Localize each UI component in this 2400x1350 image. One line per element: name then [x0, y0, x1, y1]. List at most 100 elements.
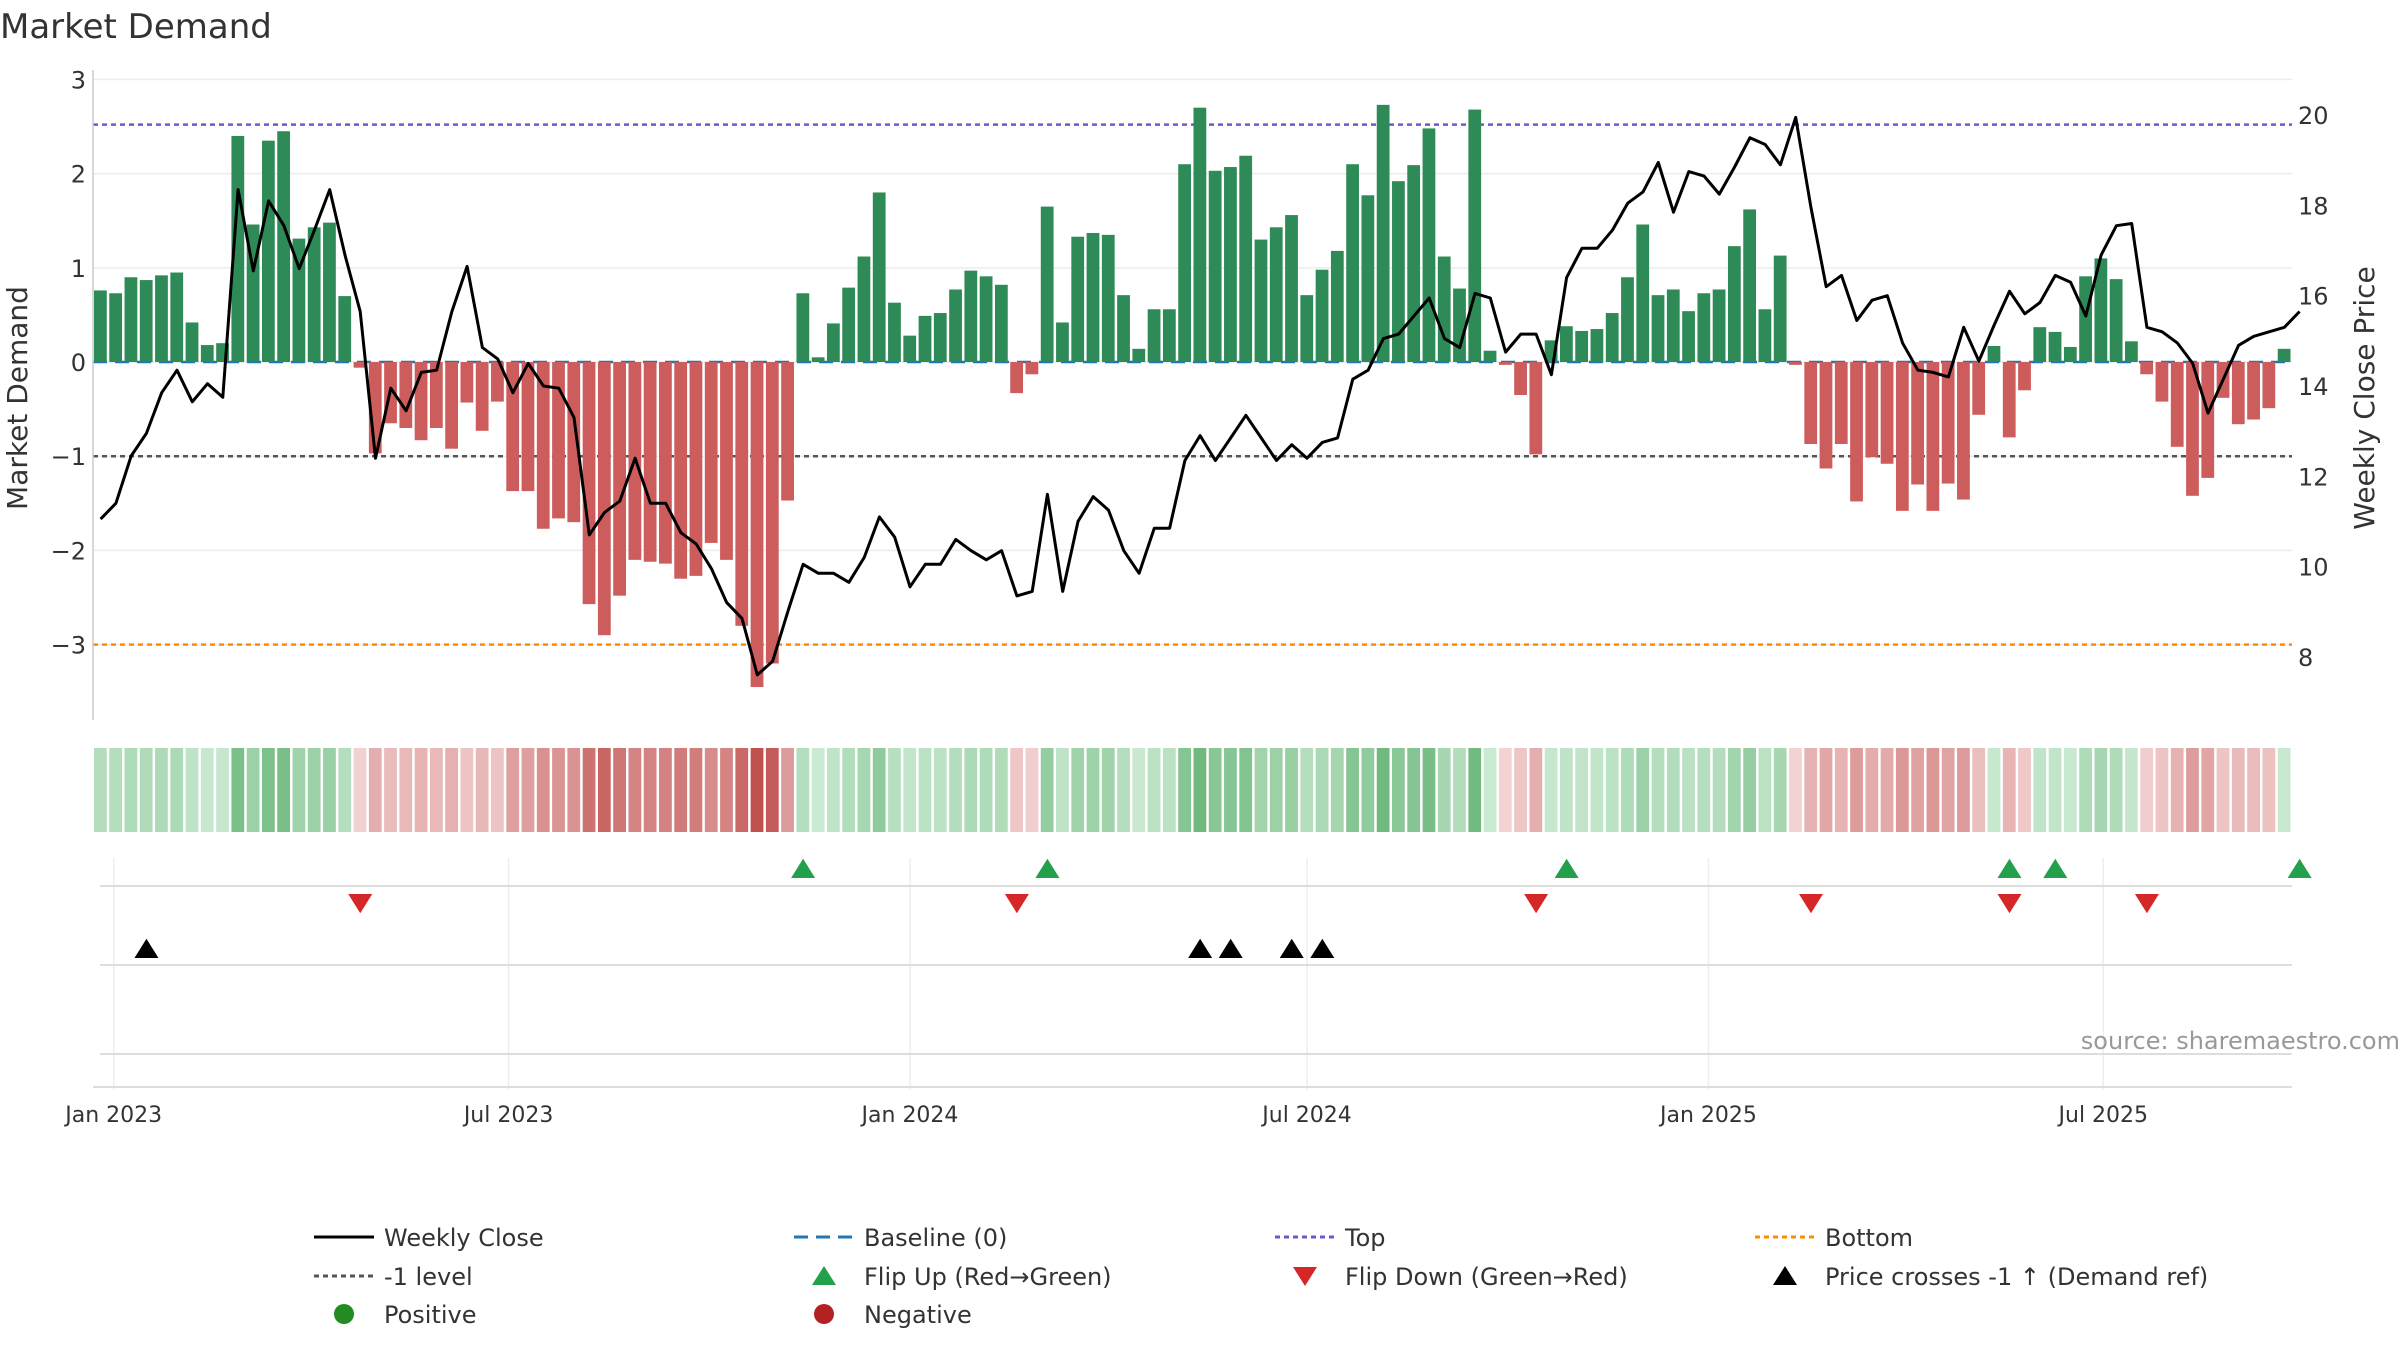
flip-up-marker [1035, 858, 1060, 878]
heat-strip-cell [552, 748, 565, 832]
demand-bar [704, 362, 718, 543]
demand-bar [1376, 104, 1390, 363]
heat-strip-cell [1789, 748, 1802, 832]
heat-strip-cell [414, 748, 428, 832]
demand-bar [1911, 362, 1924, 485]
heat-strip-cell [1392, 748, 1405, 832]
heat-strip-cell [857, 748, 871, 832]
y-tick-label: −2 [51, 537, 86, 565]
demand-bar [2140, 362, 2154, 375]
y-tick-label: −1 [51, 443, 86, 471]
demand-bar [689, 362, 703, 576]
heat-strip-cell [811, 748, 825, 832]
demand-bar [1346, 164, 1359, 363]
heat-strip-cell [1437, 748, 1451, 832]
demand-bar [765, 362, 779, 664]
y2-tick-label: 10 [2298, 554, 2329, 582]
flip-up-marker [791, 858, 816, 878]
demand-bar [720, 362, 733, 560]
demand-bar [811, 357, 825, 363]
demand-bar [1636, 224, 1650, 363]
demand-bar [597, 362, 611, 636]
heat-strip-cell [1575, 748, 1589, 832]
heat-strip-cell [368, 748, 382, 832]
grid-layer [93, 78, 2292, 1090]
heat-strip-cell [2033, 748, 2047, 832]
demand-bar [979, 276, 993, 363]
heat-strip-cell [2048, 748, 2062, 832]
demand-bar [1682, 311, 1695, 363]
heat-strip-cell [353, 748, 367, 832]
heat-strip-cell [628, 748, 642, 832]
demand-bar [1422, 128, 1436, 363]
heat-strip-cell [1819, 748, 1833, 832]
flip-down-marker [1524, 894, 1549, 914]
heat-strip-cell [1957, 748, 1970, 832]
legend-swatch-triangle-up [1773, 1266, 1797, 1285]
heat-strip-cell [1666, 748, 1680, 832]
demand-bar [170, 272, 184, 363]
heat-strip-cell [872, 748, 886, 832]
flip-up-marker [1997, 858, 2022, 878]
heat-strip-cell [1101, 748, 1115, 832]
heat-strip-cell [1682, 748, 1695, 832]
demand-bar [1086, 232, 1100, 363]
heat-strip-cell [2262, 748, 2276, 832]
x-tick-label: Jan 2023 [63, 1103, 162, 1128]
heat-strip-cell [1483, 748, 1497, 832]
demand-bar [872, 192, 886, 363]
demand-bar [949, 289, 962, 363]
heat-strip-cell [2247, 748, 2260, 832]
demand-bar [1361, 195, 1375, 363]
demand-bar [109, 293, 123, 363]
demand-bar [1758, 309, 1772, 363]
demand-bar [1880, 362, 1894, 464]
heat-strip-cell [979, 748, 993, 832]
y2-tick-label: 8 [2298, 644, 2313, 672]
heat-strip-cell [1285, 748, 1298, 832]
y2-tick-label: 16 [2298, 283, 2329, 311]
demand-bar [1254, 239, 1268, 363]
demand-bar [1392, 181, 1405, 363]
heat-strip-cell [2109, 748, 2123, 832]
demand-bar [2155, 362, 2169, 402]
heat-strip-cell [1758, 748, 1772, 832]
heat-strip-cell [2186, 748, 2199, 832]
heat-strip-cell [445, 748, 458, 832]
demand-bar [200, 345, 214, 363]
demand-bar [277, 131, 291, 363]
heat-strip-cell [613, 748, 626, 832]
y-tick-label: −3 [51, 632, 86, 660]
heat-strip-cell [1025, 748, 1039, 832]
demand-bar [1285, 215, 1298, 363]
demand-bar [1972, 362, 1986, 415]
heat-strip-cell [1544, 748, 1558, 832]
heat-strip-cell [384, 748, 397, 832]
demand-bar [1498, 362, 1512, 365]
heat-strip-cell [1651, 748, 1665, 832]
demand-bars-layer [94, 104, 2291, 688]
demand-bar [521, 362, 535, 492]
heat-strip-cell [1086, 748, 1100, 832]
demand-bar [2186, 362, 2199, 496]
demand-bar [506, 362, 520, 492]
demand-bar [2201, 362, 2215, 478]
demand-bar [2063, 346, 2077, 363]
heat-strip-cell [765, 748, 779, 832]
legend-swatch-triangle-down [1293, 1267, 1317, 1286]
heat-strip-cell [1712, 748, 1726, 832]
legend-label: Negative [864, 1301, 972, 1329]
heat-strip-cell [582, 748, 596, 832]
demand-bar [1269, 227, 1283, 363]
heat-strip-cell [674, 748, 688, 832]
demand-bar [582, 362, 596, 605]
heat-strip-cell [827, 748, 840, 832]
heat-strip-cell [1498, 748, 1512, 832]
heat-strip-cell [1560, 748, 1573, 832]
demand-bar [1101, 234, 1115, 363]
heat-strip-cell [521, 748, 535, 832]
demand-bar [933, 313, 947, 363]
demand-bar [1529, 362, 1543, 455]
